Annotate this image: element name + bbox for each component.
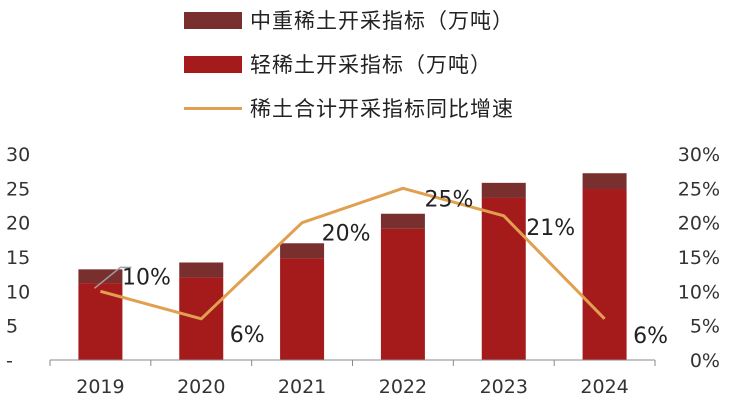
bar-light-2022 [380, 228, 425, 360]
y-right-tick-label: 20% [678, 213, 720, 235]
y-left-tick-label: 15 [6, 247, 30, 269]
growth-data-label: 21% [526, 216, 575, 241]
x-tick-label-2024: 2024 [580, 376, 628, 398]
y-right-tick-label: 5% [690, 316, 720, 338]
bar-heavy-2022 [380, 213, 425, 229]
y-left-tick-label: 5 [6, 316, 18, 338]
legend-item-light: 轻稀土开采指标（万吨） [184, 50, 514, 78]
growth-data-label: 20% [322, 222, 371, 247]
y-left-tick-label: 10 [6, 281, 30, 303]
bar-light-2024 [582, 189, 627, 360]
legend-label-growth: 稀土合计开采指标同比增速 [250, 97, 514, 121]
y-left-tick-label: 30 [6, 144, 30, 166]
y-left-tick-label: - [6, 350, 13, 372]
x-tick-label-2023: 2023 [480, 376, 528, 398]
y-left-tick-label: 25 [6, 178, 30, 200]
bar-heavy-2019 [78, 269, 123, 284]
y-left-tick-label: 20 [6, 213, 30, 235]
growth-data-label: 10% [122, 265, 171, 290]
y-right-tick-label: 0% [690, 350, 720, 372]
legend-swatch-growth [184, 106, 242, 110]
bar-light-2023 [481, 197, 526, 360]
legend-label-heavy: 中重稀土开采指标（万吨） [250, 9, 514, 33]
bar-heavy-2021 [280, 243, 325, 259]
legend-swatch-heavy [184, 11, 242, 29]
bar-heavy-2024 [582, 173, 627, 190]
growth-data-label: 6% [230, 323, 265, 348]
x-tick-label-2022: 2022 [379, 376, 427, 398]
bar-heavy-2023 [481, 182, 526, 198]
y-right-tick-label: 25% [678, 178, 720, 200]
growth-rate-line [100, 186, 606, 321]
bar-heavy-2020 [179, 262, 224, 278]
y-right-tick-label: 30% [678, 144, 720, 166]
growth-data-label: 6% [633, 324, 668, 349]
legend-item-heavy: 中重稀土开采指标（万吨） [184, 6, 514, 34]
data-label-leader-line [93, 266, 132, 289]
legend-label-light: 轻稀土开采指标（万吨） [250, 53, 492, 77]
growth-data-label: 25% [424, 187, 473, 212]
y-right-tick-label: 15% [678, 247, 720, 269]
x-tick-label-2020: 2020 [177, 376, 225, 398]
x-tick-label-2019: 2019 [76, 376, 124, 398]
y-right-tick-label: 10% [678, 281, 720, 303]
bar-light-2021 [280, 258, 325, 360]
chart-legend: 中重稀土开采指标（万吨） 轻稀土开采指标（万吨） 稀土合计开采指标同比增速 [184, 6, 514, 122]
legend-swatch-light [184, 55, 242, 73]
x-tick-label-2021: 2021 [278, 376, 326, 398]
legend-item-growth: 稀土合计开采指标同比增速 [184, 94, 514, 122]
